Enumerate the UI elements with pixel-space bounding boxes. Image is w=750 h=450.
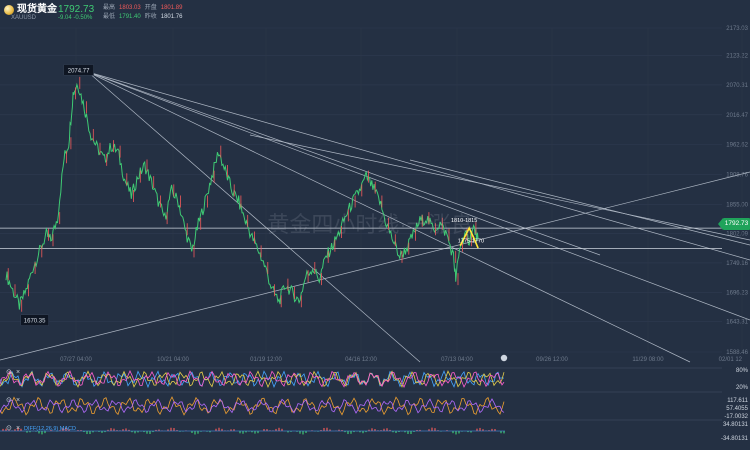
- current-price: 1792.73: [58, 4, 95, 15]
- high-annotation: 2074.77: [68, 68, 90, 74]
- kdj-d-line: [0, 370, 505, 389]
- zone-annotation: 1775-1770: [458, 239, 484, 245]
- indicator-settings-icon: ⊙: [6, 425, 12, 432]
- high-value: 1803.03: [119, 5, 141, 11]
- indicator-settings-icon: ⊙: [6, 369, 12, 376]
- open-label: 开盘: [144, 5, 157, 11]
- gold-coin-icon: [4, 5, 14, 15]
- y-tick-label: 1802.09: [726, 232, 748, 238]
- indicator-tick: -17.0032: [724, 414, 748, 420]
- current-price-tag: 1792.73: [718, 218, 750, 230]
- y-tick-label: 1855.00: [726, 202, 748, 208]
- time-cursor-dot: [500, 354, 508, 362]
- y-tick-label: 2016.47: [726, 113, 748, 119]
- low-value: 1791.40: [119, 14, 141, 20]
- open-value: 1801.89: [160, 5, 183, 11]
- trend-line: [87, 71, 601, 256]
- y-tick-label: 1962.62: [726, 143, 748, 149]
- projection-path: [459, 226, 479, 249]
- change-value: -9.04: [58, 15, 72, 21]
- indicator-tick: 34.80131: [723, 422, 749, 428]
- trend-line: [87, 71, 421, 363]
- x-tick-label: 07/27 04:00: [60, 357, 92, 363]
- trend-line: [249, 134, 750, 241]
- trend-line: [87, 71, 750, 321]
- x-tick-label: 11/29 08:00: [632, 357, 664, 363]
- zone-annotation: 1810-1815: [451, 218, 477, 224]
- indicator-close-icon: ×: [16, 397, 20, 404]
- chart-watermark: 黄金四小时线·一涨良: [267, 212, 472, 237]
- trend-line: [0, 171, 750, 361]
- price-stats: 最高 1803.03 开盘 1801.89 最低 1791.40 昨收 1801…: [103, 4, 182, 22]
- instrument-symbol: XAUUSD: [11, 15, 37, 21]
- y-tick-label: 2123.22: [726, 54, 748, 60]
- x-tick-label: 02/01 12: [719, 357, 743, 363]
- indicator-close-icon: ×: [16, 425, 20, 432]
- macd-label: DIFF(12,26,9) MACD: [24, 426, 76, 432]
- y-tick-label: 1588.46: [726, 350, 748, 356]
- x-tick-label: 04/16 12:00: [345, 357, 377, 363]
- kdj-k-line: [0, 369, 505, 389]
- indicator-close-icon: ×: [16, 369, 20, 376]
- instrument-title: 现货黄金: [17, 4, 57, 15]
- indicator-tick: 57.4055: [726, 406, 748, 412]
- indicator-tick: 80%: [736, 368, 749, 374]
- x-tick-label: 09/26 12:00: [536, 357, 568, 363]
- trend-line: [87, 71, 691, 363]
- kdj-j-line: [0, 370, 505, 388]
- high-label: 最高: [103, 5, 116, 11]
- cci-signal-line: [0, 398, 505, 414]
- low-label-box: [20, 314, 49, 326]
- indicator-tick: 20%: [736, 385, 749, 391]
- low-label: 最低: [103, 14, 116, 20]
- candle-wicks: [7, 76, 477, 312]
- indicator-settings-icon: ⊙: [6, 397, 12, 404]
- x-tick-label: 01/19 12:00: [250, 357, 282, 363]
- instrument-header[interactable]: 现货黄金: [4, 3, 57, 25]
- indicator-tick: 117.611: [727, 398, 748, 404]
- y-tick-label: 1696.23: [726, 290, 748, 296]
- x-tick-label: 07/13 04:00: [441, 357, 473, 363]
- cci-line: [0, 396, 505, 416]
- indicator-tick: -34.80131: [721, 436, 749, 442]
- y-tick-label: 1749.16: [726, 261, 748, 267]
- trend-line: [409, 159, 750, 246]
- prev-close-value: 1801.76: [160, 14, 183, 20]
- low-annotation: 1670.35: [24, 319, 46, 325]
- x-tick-label: 10/21 04:00: [157, 357, 189, 363]
- y-tick-label: 2070.31: [726, 83, 748, 89]
- trend-line: [87, 71, 750, 261]
- y-tick-label: 2173.03: [726, 26, 748, 32]
- prev-close-label: 昨收: [144, 14, 157, 20]
- price-change: -9.04 -0.50%: [58, 15, 92, 21]
- high-label-box: [63, 64, 94, 76]
- price-line: [5, 82, 479, 310]
- change-percent: -0.50%: [73, 15, 93, 21]
- y-tick-label: 1643.31: [726, 320, 748, 326]
